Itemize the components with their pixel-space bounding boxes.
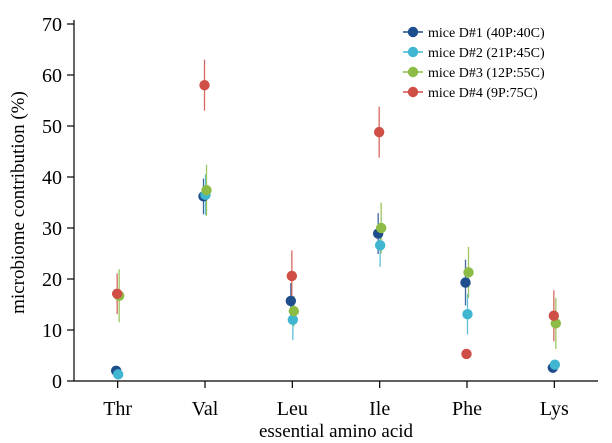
y-tick-label: 70 [42,14,62,36]
y-tick-label: 10 [42,320,62,342]
y-ticks: 0 10 20 30 40 50 60 70 [42,14,74,393]
x-tick-label: Val [192,398,219,420]
x-tick-label: Lys [540,398,569,420]
axes [73,20,598,382]
data-point [463,267,474,278]
data-point [374,240,386,251]
legend-marker [407,66,419,78]
y-tick-label: 60 [42,65,62,87]
x-tick-label: Phe [452,398,482,420]
data-point [549,359,561,370]
data-point [288,305,300,317]
legend-label: mice D#3 (12P:55C) [428,66,545,81]
legend: mice D#1 (40P:40C) mice D#2 (21P:45C) mice… [403,26,545,101]
error-bars [115,59,557,378]
legend-marker [407,26,419,38]
data-point [287,314,299,325]
y-tick-label: 50 [42,116,62,138]
legend-marker [407,86,419,98]
x-tick-label: Thr [103,398,132,420]
legend-marker [407,46,419,58]
data-point [373,126,385,138]
x-ticks: Thr Val Leu Ile Phe Lys [103,381,569,420]
data-point [548,310,560,321]
data-point [112,369,124,380]
data-point [375,222,387,234]
data-point [461,348,472,360]
x-tick-label: Ile [369,398,390,420]
data-point [462,308,473,320]
y-tick-label: 40 [42,167,62,189]
data-point [460,277,471,288]
data-point [111,288,123,299]
data-point [285,295,297,307]
y-tick-label: 20 [42,269,62,291]
y-tick-label: 0 [52,371,62,393]
legend-label: mice D#4 (9P:75C) [428,86,538,101]
data-point [286,270,298,282]
data-point [201,185,212,196]
x-axis-title: essential amino acid [259,421,414,442]
x-tick-label: Leu [277,398,308,420]
y-axis-title: microbiome contribution (%) [8,91,29,314]
y-tick-label: 30 [42,218,62,240]
data-point [199,80,210,91]
legend-label: mice D#2 (21P:45C) [428,46,545,61]
legend-label: mice D#1 (40P:40C) [428,26,545,41]
data-points [110,80,562,380]
